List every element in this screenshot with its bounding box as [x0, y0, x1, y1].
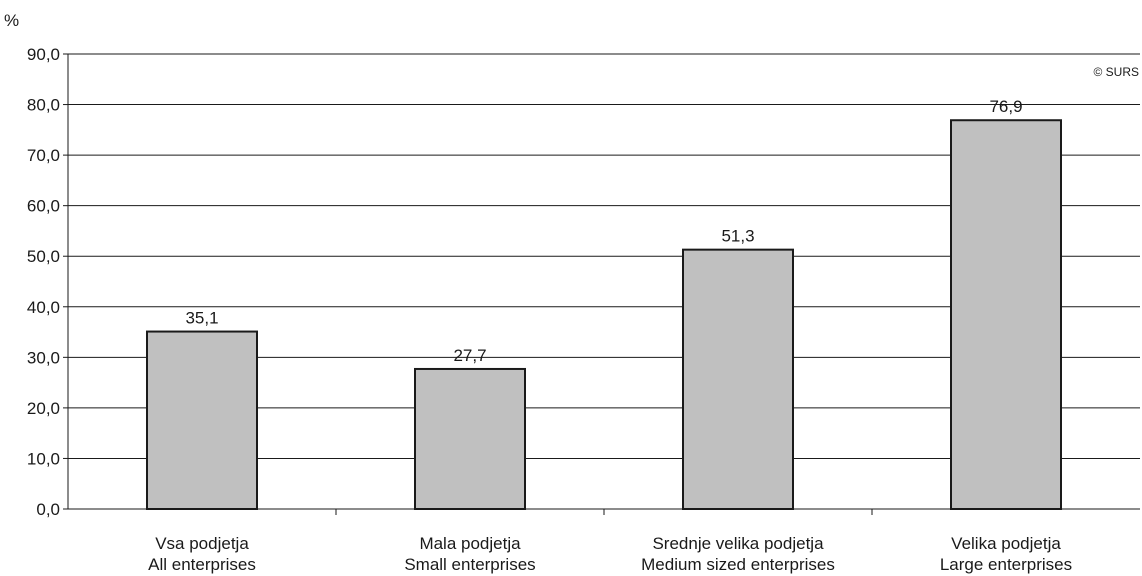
data-labels: 35,1 27,7 51,3 76,9 [185, 97, 1022, 365]
y-tick-label: 0,0 [36, 500, 60, 519]
bar [414, 367, 526, 511]
y-tick-label: 60,0 [27, 197, 60, 216]
bars [146, 119, 1062, 511]
x-category-label: Srednje velika podjetja [652, 534, 824, 553]
y-axis-ticks: 0,0 10,0 20,0 30,0 40,0 50,0 60,0 70,0 80,0 90,0 [27, 45, 68, 519]
x-category-label: Mala podjetja [419, 534, 521, 553]
bar [950, 119, 1062, 510]
bar-value-label: 76,9 [989, 97, 1022, 116]
y-tick-label: 30,0 [27, 348, 60, 367]
x-category-label: Medium sized enterprises [641, 555, 835, 574]
bar [146, 330, 258, 510]
y-tick-label: 50,0 [27, 247, 60, 266]
y-axis-unit: % [4, 11, 19, 30]
bar-value-label: 27,7 [453, 346, 486, 365]
bar-value-label: 35,1 [185, 309, 218, 328]
x-category-label: Velika podjetja [951, 534, 1061, 553]
x-category-label: Vsa podjetja [155, 534, 249, 553]
x-axis-categories: Vsa podjetja All enterprises Mala podjetja… [148, 534, 1072, 574]
bar [682, 248, 794, 510]
x-category-label: Small enterprises [404, 555, 535, 574]
y-tick-label: 40,0 [27, 298, 60, 317]
y-tick-label: 20,0 [27, 399, 60, 418]
bar-value-label: 51,3 [721, 227, 754, 246]
y-tick-label: 80,0 [27, 96, 60, 115]
y-tick-label: 10,0 [27, 449, 60, 468]
x-category-label: Large enterprises [940, 555, 1072, 574]
y-tick-label: 90,0 [27, 45, 60, 64]
x-category-label: All enterprises [148, 555, 256, 574]
y-tick-label: 70,0 [27, 146, 60, 165]
x-axis [67, 54, 873, 515]
copyright-note: © SURS [1093, 65, 1139, 79]
